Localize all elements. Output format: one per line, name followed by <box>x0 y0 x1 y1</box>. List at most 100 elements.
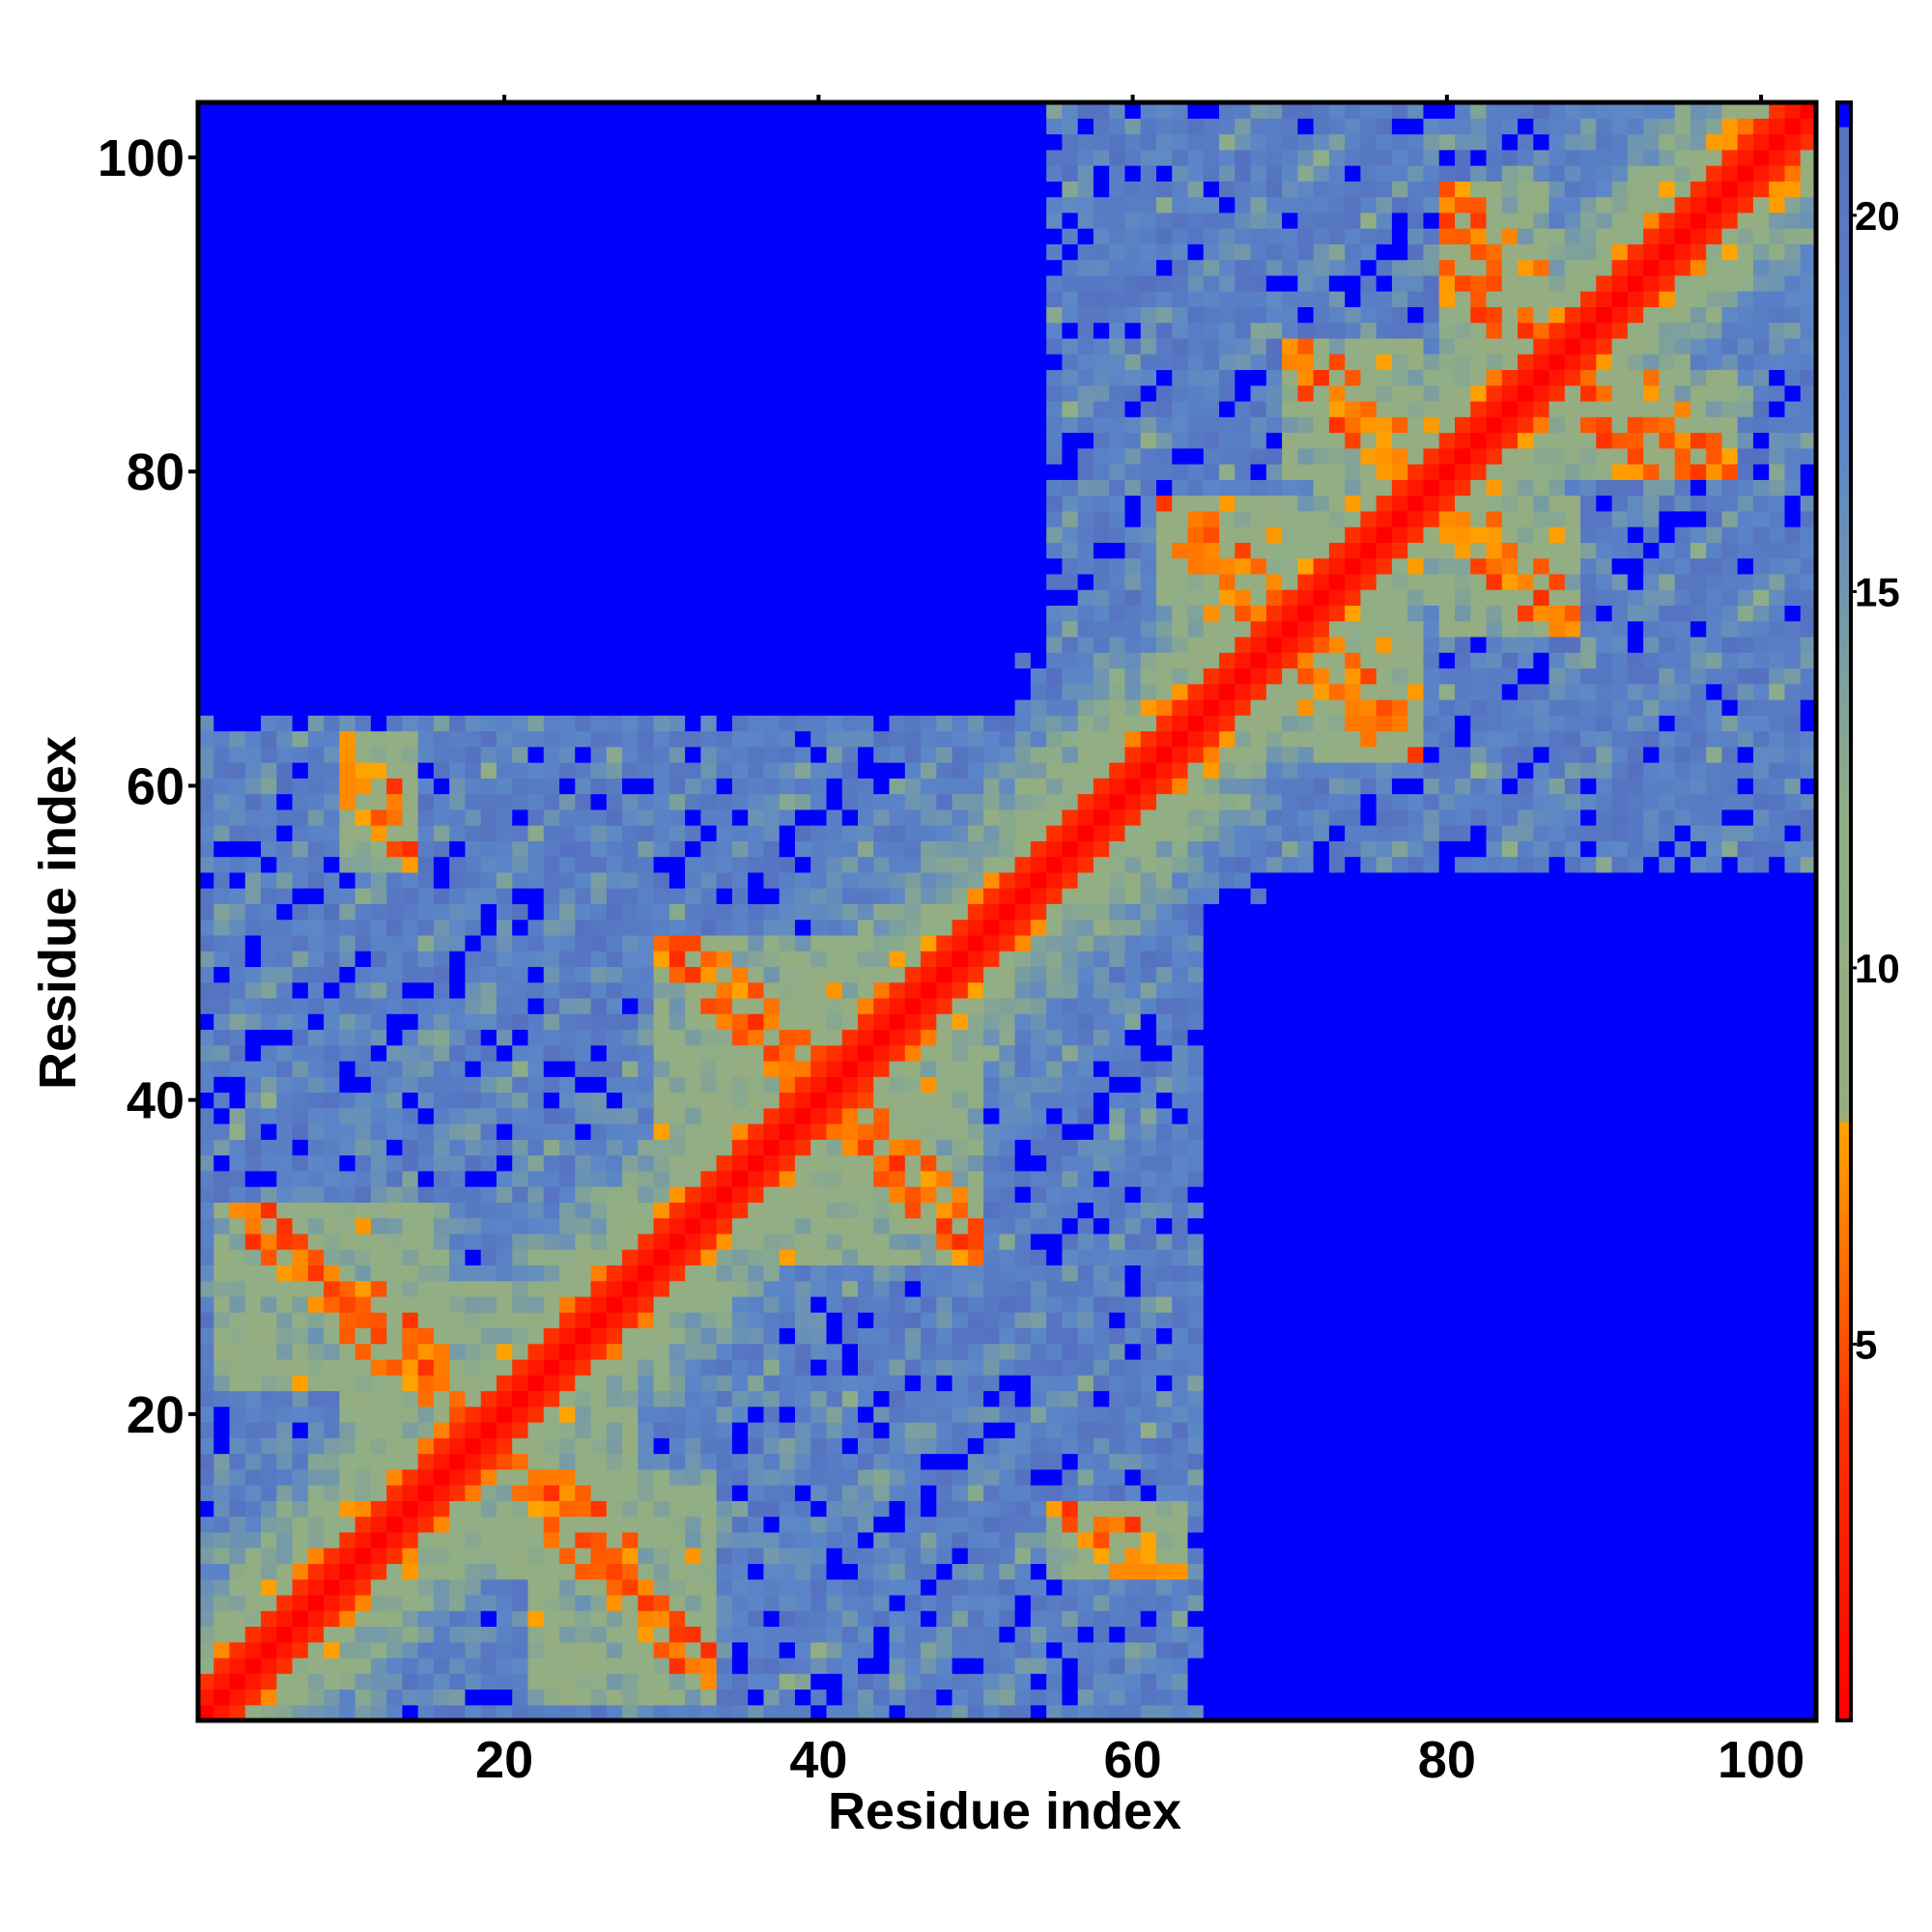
heatmap-cell <box>244 1154 262 1172</box>
heatmap-cell <box>668 715 686 732</box>
heatmap-cell <box>543 1312 560 1329</box>
heatmap-cell <box>402 1217 419 1235</box>
heatmap-cell <box>700 1610 718 1628</box>
heatmap-cell <box>700 1280 718 1297</box>
heatmap-cell <box>716 1295 733 1313</box>
heatmap-cell <box>324 778 340 795</box>
heatmap-cell <box>873 259 891 276</box>
heatmap-cell <box>590 1468 608 1486</box>
heatmap-cell <box>653 840 670 858</box>
heatmap-cell <box>952 1563 969 1580</box>
heatmap-cell <box>606 762 623 779</box>
heatmap-cell <box>841 557 859 575</box>
heatmap-cell <box>889 825 906 841</box>
heatmap-cell <box>779 1327 796 1345</box>
heatmap-cell <box>936 934 953 952</box>
heatmap-cell <box>575 951 592 968</box>
heatmap-cell <box>685 746 701 763</box>
heatmap-cell <box>402 1249 419 1265</box>
heatmap-cell <box>213 291 231 308</box>
heatmap-cell <box>229 1704 246 1721</box>
heatmap-cell <box>731 259 749 276</box>
heatmap-cell <box>559 228 576 244</box>
heatmap-cell <box>449 447 467 465</box>
heatmap-cell <box>559 1531 576 1548</box>
heatmap-cell <box>449 778 467 795</box>
heatmap-cell <box>339 1186 356 1203</box>
heatmap-cell <box>370 1657 387 1674</box>
heatmap-cell <box>324 133 340 151</box>
heatmap-cell <box>276 1390 294 1407</box>
heatmap-cell <box>841 1548 859 1564</box>
heatmap-cell <box>779 825 796 841</box>
heatmap-cell <box>700 1673 718 1690</box>
heatmap-cell <box>559 1107 576 1124</box>
heatmap-cell <box>590 840 608 858</box>
heatmap-cell <box>417 495 435 512</box>
heatmap-cell <box>653 1610 670 1628</box>
heatmap-cell <box>700 1516 718 1533</box>
heatmap-cell <box>496 1186 513 1203</box>
heatmap-cell <box>841 1563 859 1580</box>
heatmap-cell <box>213 1548 231 1564</box>
heatmap-cell <box>402 1422 419 1438</box>
heatmap-cell <box>370 1548 387 1564</box>
heatmap-cell <box>653 1689 670 1706</box>
heatmap-cell <box>700 464 718 480</box>
heatmap-cell <box>858 432 874 449</box>
heatmap-cell <box>229 149 246 166</box>
heatmap-cell <box>700 181 718 198</box>
heatmap-cell <box>449 1704 467 1721</box>
heatmap-cell <box>700 259 718 276</box>
heatmap-cell <box>465 102 482 119</box>
heatmap-cell <box>433 715 450 732</box>
heatmap-cell <box>653 306 670 324</box>
heatmap-cell <box>292 1563 309 1580</box>
heatmap-cell <box>496 228 513 244</box>
heatmap-cell <box>575 1139 592 1156</box>
heatmap-cell <box>606 1485 623 1501</box>
heatmap-cell <box>496 1485 513 1501</box>
heatmap-cell <box>198 1217 214 1235</box>
heatmap-cell <box>198 997 214 1014</box>
heatmap-cell <box>575 1280 592 1297</box>
heatmap-cell <box>527 1689 545 1706</box>
heatmap-cell <box>512 1343 529 1360</box>
heatmap-cell <box>952 1170 969 1187</box>
heatmap-cell <box>731 997 749 1014</box>
heatmap-cell <box>355 495 372 512</box>
heatmap-cell <box>244 888 262 904</box>
heatmap-cell <box>685 1044 701 1062</box>
heatmap-cell <box>512 354 529 371</box>
heatmap-cell <box>779 322 796 339</box>
heatmap-cell <box>355 1295 372 1313</box>
heatmap-cell <box>700 1578 718 1596</box>
heatmap-cell <box>622 668 639 685</box>
heatmap-cell <box>292 165 309 182</box>
heatmap-cell <box>731 903 749 921</box>
heatmap-cell <box>449 1468 467 1486</box>
heatmap-cell <box>543 1390 560 1407</box>
heatmap-cell <box>339 605 356 622</box>
heatmap-cell <box>324 668 340 685</box>
heatmap-cell <box>402 1202 419 1219</box>
heatmap-cell <box>763 966 781 983</box>
heatmap-cell <box>417 149 435 166</box>
heatmap-cell <box>794 1594 811 1611</box>
heatmap-cell <box>904 1641 922 1659</box>
heatmap-cell <box>292 542 309 559</box>
heatmap-cell <box>512 1641 529 1659</box>
heatmap-cell <box>244 542 262 559</box>
heatmap-cell <box>402 1013 419 1031</box>
heatmap-cell <box>731 1092 749 1109</box>
heatmap-cell <box>465 1107 482 1124</box>
heatmap-cell <box>858 1029 874 1046</box>
heatmap-cell <box>731 1610 749 1628</box>
heatmap-cell <box>213 746 231 763</box>
heatmap-cell <box>841 1312 859 1329</box>
heatmap-cell <box>668 526 686 543</box>
heatmap-cell <box>716 1673 733 1690</box>
heatmap-cell <box>685 903 701 921</box>
heatmap-cell <box>229 652 246 669</box>
heatmap-cell <box>748 997 765 1014</box>
